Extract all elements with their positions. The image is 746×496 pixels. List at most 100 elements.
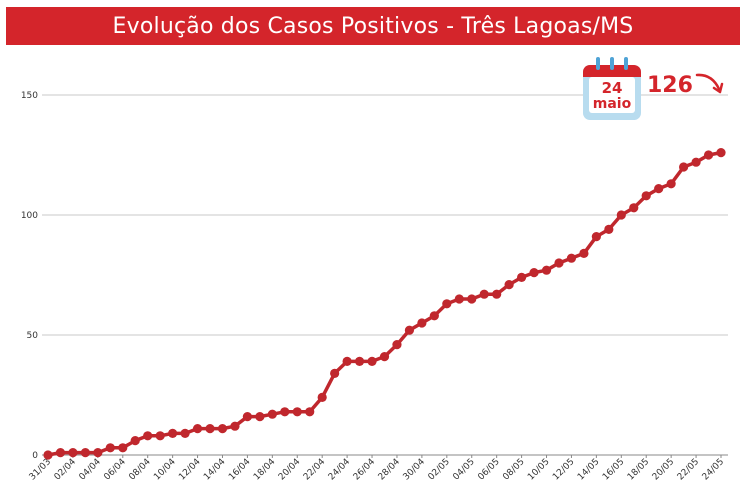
data-point (168, 428, 178, 438)
data-point (516, 272, 527, 282)
x-tick-label: 02/05 (427, 457, 452, 482)
x-tick-label: 20/04 (277, 457, 303, 483)
data-point (679, 162, 689, 172)
y-tick-label: 50 (27, 331, 39, 341)
x-tick-label: 10/05 (526, 457, 551, 482)
calendar-icon: 24 maio (583, 57, 641, 120)
y-tick-label: 0 (32, 451, 38, 461)
grid-lines (42, 94, 728, 456)
x-tick-label: 30/04 (402, 457, 428, 483)
data-point (666, 179, 676, 189)
data-point (292, 407, 302, 417)
x-tick-label: 12/04 (177, 457, 203, 483)
data-point (143, 431, 153, 441)
calendar-day: 24 (602, 79, 623, 97)
x-tick-label: 06/04 (102, 457, 128, 483)
x-tick-label: 24/04 (327, 457, 353, 483)
x-tick-label: 18/05 (626, 457, 651, 482)
curved-arrow-icon (695, 73, 724, 94)
data-point (55, 448, 66, 458)
x-tick-label: 22/04 (302, 457, 328, 483)
data-point (467, 294, 477, 304)
x-tick-label: 14/05 (576, 457, 601, 482)
data-point (330, 368, 340, 378)
data-point (616, 210, 626, 220)
x-tick-label: 02/04 (53, 457, 79, 483)
data-point (205, 424, 215, 434)
series-line (46, 150, 723, 457)
data-point (591, 232, 601, 242)
data-point (242, 412, 253, 422)
data-point (105, 443, 115, 453)
data-point (554, 258, 564, 268)
data-point (317, 392, 327, 402)
x-axis-ticks: 31/03 02/04 04/04 06/04 08/04 10/04 12/04 14/04… (28, 455, 726, 482)
data-point (479, 289, 489, 299)
data-point (379, 352, 390, 362)
data-point (267, 409, 277, 419)
date-callout: 24 maio 126 (583, 57, 724, 120)
data-point (80, 448, 90, 458)
x-tick-label: 24/05 (701, 457, 726, 482)
data-point (180, 428, 190, 438)
data-point (93, 448, 103, 458)
x-tick-label: 28/04 (377, 457, 403, 483)
data-point (68, 448, 78, 458)
data-point (429, 311, 439, 321)
data-point (529, 268, 539, 278)
y-tick-label: 150 (21, 91, 38, 101)
data-point (155, 431, 165, 441)
data-point (354, 356, 365, 366)
x-tick-label: 18/04 (252, 457, 278, 483)
data-point (404, 325, 415, 335)
x-tick-label: 04/04 (78, 457, 104, 483)
chart-title: Evolução dos Casos Positivos - Três Lago… (112, 13, 634, 39)
data-point (305, 407, 315, 417)
data-point (255, 412, 265, 422)
data-point (392, 340, 402, 350)
data-point (579, 248, 589, 258)
x-tick-label: 14/04 (202, 457, 228, 483)
callout-value: 126 (647, 73, 693, 98)
x-tick-label: 12/05 (551, 457, 576, 482)
data-point (691, 157, 701, 167)
data-point (604, 224, 614, 234)
data-point (703, 150, 714, 160)
data-point (43, 450, 53, 460)
x-tick-label: 06/05 (476, 457, 501, 482)
data-point (492, 289, 502, 299)
data-points (43, 148, 726, 460)
title-banner: Evolução dos Casos Positivos - Três Lago… (6, 7, 740, 45)
x-tick-label: 08/04 (127, 457, 153, 483)
data-point (192, 424, 203, 434)
data-point (566, 253, 577, 263)
x-tick-label: 16/04 (227, 457, 253, 483)
x-tick-label: 26/04 (352, 457, 378, 483)
x-tick-label: 10/04 (152, 457, 178, 483)
data-point (504, 280, 514, 290)
data-point (280, 407, 290, 417)
data-point (454, 294, 464, 304)
data-point (654, 184, 664, 194)
data-point (541, 265, 552, 275)
data-point (716, 148, 726, 158)
y-tick-label: 100 (21, 211, 38, 221)
data-point (130, 436, 140, 446)
series-line-group (46, 150, 723, 457)
data-point (629, 203, 639, 213)
x-tick-label: 16/05 (601, 457, 626, 482)
x-tick-label: 08/05 (501, 457, 526, 482)
data-point (641, 191, 651, 201)
x-tick-label: 04/05 (451, 457, 476, 482)
data-point (367, 356, 377, 366)
x-tick-label: 22/05 (676, 457, 701, 482)
data-point (230, 421, 240, 431)
calendar-month: maio (593, 96, 632, 112)
data-point (417, 318, 427, 328)
x-tick-label: 20/05 (651, 457, 676, 482)
data-point (118, 443, 128, 453)
data-point (342, 356, 352, 366)
data-point (217, 424, 228, 434)
y-axis-ticks: 0 50 100 150 (21, 91, 38, 461)
